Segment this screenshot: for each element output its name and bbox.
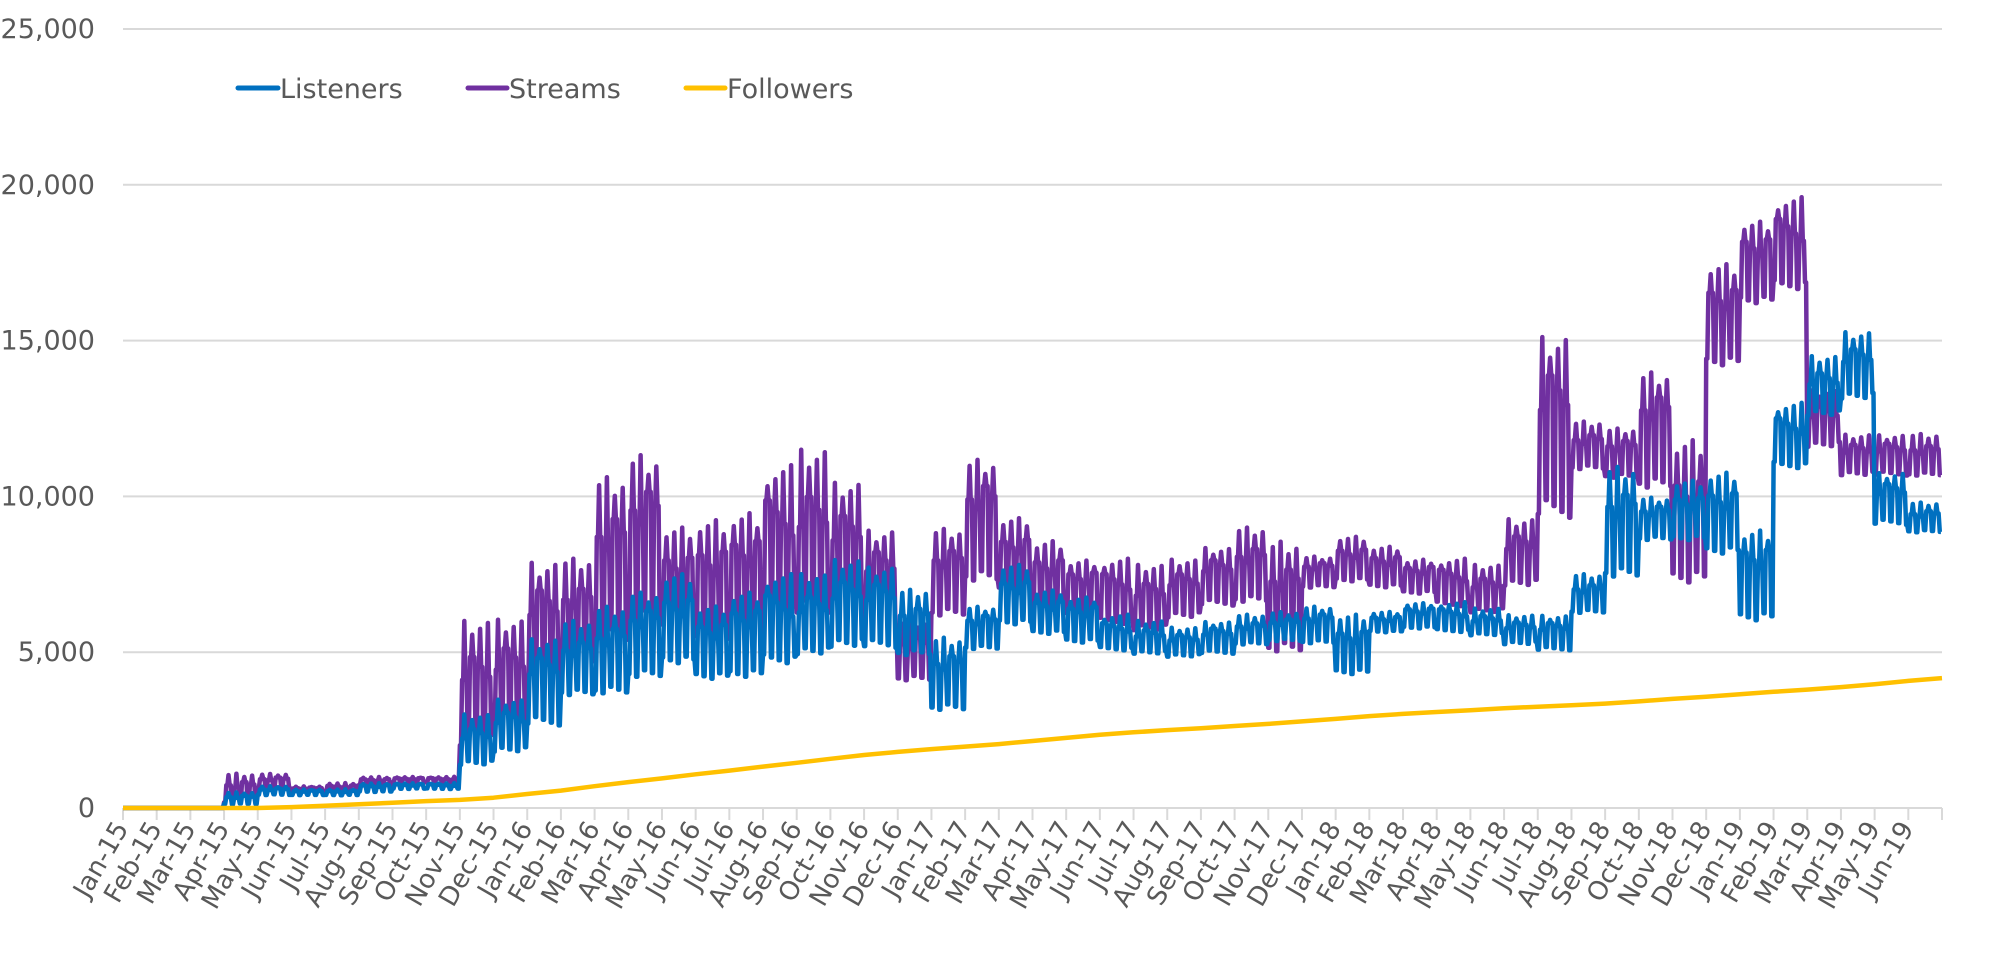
x-axis: Jan-15Feb-15Mar-15Apr-15May-15Jun-15Jul-… [67,808,1943,914]
y-tick-label: 0 [78,793,95,824]
series-lines [121,195,1943,811]
legend-item-listeners[interactable]: Listeners [235,74,403,105]
y-tick-label: 5,000 [18,637,95,668]
y-tick-label: 20,000 [1,170,95,201]
series-line-streams [121,195,1943,811]
legend: Listeners Streams Followers [235,74,853,105]
y-axis-labels: 0 5,000 10,000 15,000 20,000 25,000 [1,14,95,824]
y-tick-label: 15,000 [1,326,95,357]
legend-item-streams[interactable]: Streams [465,74,621,105]
series-line-listeners [121,330,1943,811]
y-tick-label: 10,000 [1,481,95,512]
series-line-followers [123,675,1943,811]
legend-label-followers: Followers [727,74,853,105]
y-tick-label: 25,000 [1,14,95,45]
legend-item-followers[interactable]: Followers [683,74,853,105]
legend-label-listeners: Listeners [280,74,403,105]
legend-label-streams: Streams [509,74,621,105]
